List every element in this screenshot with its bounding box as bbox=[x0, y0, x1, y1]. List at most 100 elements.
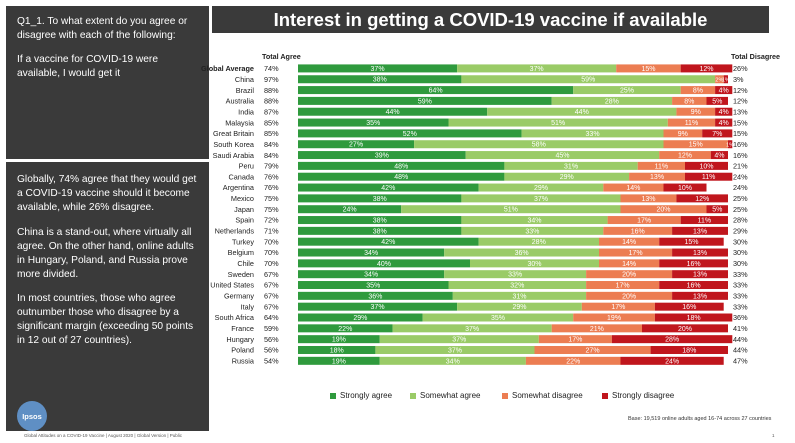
data-label: 8% bbox=[684, 98, 694, 105]
bar-somewhat-disagree-belgium bbox=[599, 248, 673, 257]
total-agree-value: 70% bbox=[264, 248, 279, 257]
bar-strongly-disagree-india bbox=[715, 107, 733, 116]
bar-strongly-disagree-malaysia bbox=[715, 118, 733, 127]
total-disagree-value: 25% bbox=[733, 205, 748, 214]
summary-paragraph-1: Globally, 74% agree that they would get … bbox=[17, 174, 197, 213]
bar-somewhat-agree-peru bbox=[504, 161, 638, 170]
data-label: 11% bbox=[655, 163, 669, 170]
total-disagree-value: 41% bbox=[733, 324, 748, 333]
data-label: 16% bbox=[682, 304, 696, 311]
category-label-peru: Peru bbox=[239, 162, 254, 171]
total-agree-value: 84% bbox=[264, 140, 279, 149]
data-label: 34% bbox=[446, 358, 460, 365]
bar-somewhat-agree-sweden bbox=[444, 270, 587, 279]
data-label: 58% bbox=[532, 142, 546, 149]
bar-strongly-disagree-brazil bbox=[715, 86, 733, 95]
data-label: 34% bbox=[527, 218, 541, 225]
category-label-russia: Russia bbox=[232, 357, 255, 366]
data-label: 31% bbox=[512, 293, 526, 300]
total-disagree-value: 44% bbox=[733, 346, 748, 355]
total-disagree-value: 30% bbox=[733, 259, 748, 268]
data-label: 28% bbox=[532, 239, 546, 246]
bar-strongly-agree-spain bbox=[298, 216, 462, 225]
legend-item-somewhat-disagree: Somewhat disagree bbox=[502, 391, 583, 400]
total-disagree-value: 15% bbox=[733, 129, 748, 138]
bar-strongly-agree-chile bbox=[298, 259, 470, 268]
data-label: 33% bbox=[586, 131, 600, 138]
bar-strongly-disagree-great-britain bbox=[702, 129, 733, 138]
bar-somewhat-agree-saudi-arabia bbox=[465, 151, 660, 160]
data-label: 4% bbox=[719, 109, 729, 116]
bar-somewhat-agree-canada bbox=[504, 172, 630, 181]
bar-strongly-disagree-peru bbox=[685, 161, 728, 170]
data-label: 64% bbox=[429, 88, 443, 95]
data-label: 4% bbox=[719, 88, 729, 95]
data-label: 1% bbox=[726, 143, 734, 149]
bar-strongly-agree-belgium bbox=[298, 248, 445, 257]
data-label: 10% bbox=[678, 185, 692, 192]
summary-paragraph-2: China is a stand-out, where virtually al… bbox=[17, 227, 194, 280]
bar-strongly-disagree-netherlands bbox=[672, 226, 728, 235]
total-disagree-value: 12% bbox=[733, 97, 748, 106]
total-agree-value: 54% bbox=[264, 357, 279, 366]
total-disagree-value: 16% bbox=[733, 151, 748, 160]
bar-strongly-agree-india bbox=[298, 107, 488, 116]
bar-strongly-disagree-sweden bbox=[672, 270, 728, 279]
bar-somewhat-agree-brazil bbox=[573, 86, 681, 95]
data-label: 19% bbox=[332, 358, 346, 365]
category-label-japan: Japan bbox=[234, 205, 254, 214]
total-disagree-value: 29% bbox=[733, 227, 748, 236]
data-label: 4% bbox=[719, 120, 729, 127]
bar-strongly-disagree-japan bbox=[706, 205, 728, 214]
bar-somewhat-disagree-south-africa bbox=[573, 313, 655, 322]
data-label: 18% bbox=[330, 347, 344, 354]
bar-strongly-agree-saudi-arabia bbox=[298, 151, 466, 160]
data-label: 59% bbox=[581, 77, 595, 84]
data-label: 5% bbox=[712, 98, 722, 105]
data-label: 36% bbox=[515, 250, 529, 257]
category-label-canada: Canada bbox=[228, 172, 255, 181]
data-label: 15% bbox=[684, 239, 698, 246]
bar-strongly-agree-japan bbox=[298, 205, 402, 214]
bar-somewhat-agree-russia bbox=[379, 356, 526, 365]
bar-somewhat-disagree-poland bbox=[534, 345, 651, 354]
data-label: 38% bbox=[373, 228, 387, 235]
bar-strongly-disagree-south-korea bbox=[728, 140, 733, 149]
data-label: 14% bbox=[626, 185, 640, 192]
bar-somewhat-disagree-japan bbox=[620, 205, 707, 214]
data-label: 17% bbox=[637, 218, 651, 225]
data-label: 17% bbox=[568, 337, 582, 344]
data-label: 12% bbox=[695, 196, 709, 203]
bar-strongly-agree-australia bbox=[298, 96, 552, 105]
data-label: 15% bbox=[641, 66, 655, 73]
data-label: 25% bbox=[620, 88, 634, 95]
data-label: 38% bbox=[373, 196, 387, 203]
data-label: 22% bbox=[566, 358, 580, 365]
data-label: 32% bbox=[510, 283, 524, 290]
total-disagree-value: 47% bbox=[733, 357, 748, 366]
bar-somewhat-disagree-global-average bbox=[616, 64, 681, 73]
data-label: 13% bbox=[693, 250, 707, 257]
data-label: 18% bbox=[682, 347, 696, 354]
data-label: 35% bbox=[491, 315, 505, 322]
data-label: 51% bbox=[504, 207, 518, 214]
bar-strongly-agree-poland bbox=[298, 345, 376, 354]
bar-strongly-agree-france bbox=[298, 324, 393, 333]
bar-somewhat-agree-malaysia bbox=[448, 118, 668, 127]
total-disagree-value: 33% bbox=[733, 270, 748, 279]
data-label: 17% bbox=[616, 283, 630, 290]
data-label: 28% bbox=[605, 98, 619, 105]
bar-somewhat-agree-india bbox=[487, 107, 677, 116]
bar-somewhat-disagree-great-britain bbox=[663, 129, 703, 138]
data-label: 37% bbox=[530, 66, 544, 73]
category-label-south-korea: South Korea bbox=[213, 140, 255, 149]
data-label: 19% bbox=[607, 315, 621, 322]
total-disagree-value: 12% bbox=[733, 86, 748, 95]
bar-somewhat-disagree-south-korea bbox=[663, 140, 728, 149]
bar-strongly-agree-italy bbox=[298, 302, 458, 311]
data-label: 8% bbox=[693, 88, 703, 95]
panel-divider bbox=[6, 159, 209, 162]
bar-strongly-agree-china bbox=[298, 75, 462, 84]
total-agree-value: 74% bbox=[264, 64, 279, 73]
total-disagree-value: 36% bbox=[733, 313, 748, 322]
